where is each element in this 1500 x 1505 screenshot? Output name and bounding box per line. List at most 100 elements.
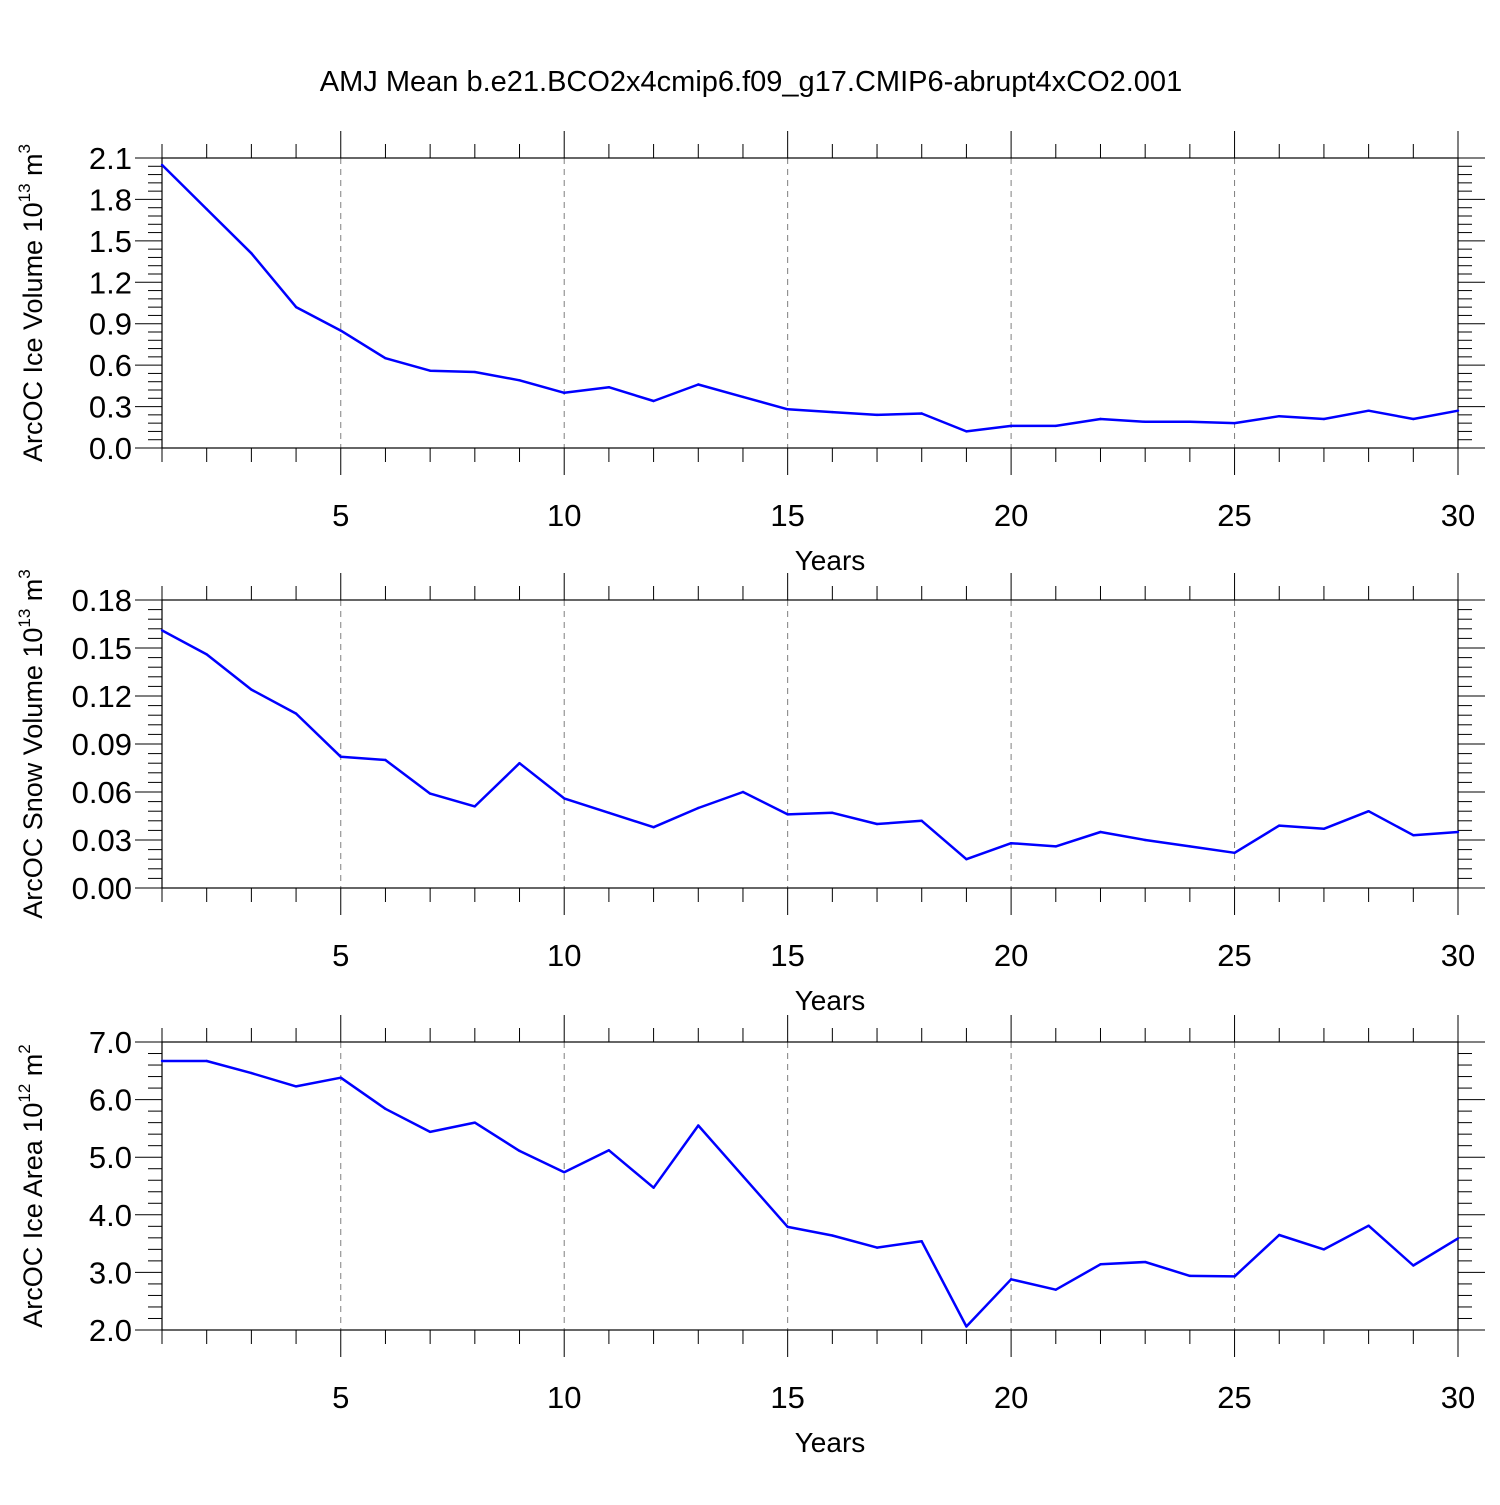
y-tick-label: 3.0: [89, 1255, 132, 1290]
data-point: [1099, 830, 1102, 834]
data-point: [250, 688, 253, 691]
data-point: [160, 163, 164, 167]
plot-frame: [161, 1041, 1459, 1331]
x-tick-label: 20: [994, 938, 1028, 973]
panel-2: 0.00 0.03 0.06 0.09 0.12 0.15 0.18 5 10 15 20 25 30 Y…: [15, 569, 1485, 1016]
data-point: [1278, 1233, 1281, 1237]
x-tick-label: 20: [994, 1380, 1028, 1415]
data-point: [1456, 1237, 1460, 1240]
y-tick-label: 7.0: [89, 1025, 132, 1060]
data-point: [1412, 834, 1415, 837]
data-point: [563, 1170, 566, 1174]
y-tick-label: 2.1: [89, 141, 132, 176]
x-tick-label: 25: [1217, 498, 1251, 533]
y-tick-label: 0.9: [89, 307, 132, 342]
data-point: [786, 1225, 789, 1229]
data-point: [1099, 1263, 1102, 1266]
data-point: [875, 822, 879, 826]
y-tick-label: 0.00: [72, 871, 132, 906]
plot-frame: [161, 157, 1459, 449]
plot-frame: [161, 599, 1459, 889]
y-tick-label: 0.6: [89, 348, 132, 383]
x-tick-label: 20: [994, 498, 1028, 533]
data-point: [697, 806, 700, 810]
y-tick-label: 0.18: [72, 583, 132, 618]
data-point: [1054, 424, 1057, 428]
x-axis-label: Years: [795, 985, 866, 1016]
data-point: [205, 1059, 208, 1063]
chart-title: AMJ Mean b.e21.BCO2x4cmip6.f09_g17.CMIP6…: [320, 66, 1182, 98]
data-point: [1322, 827, 1326, 830]
data-point: [1143, 838, 1147, 842]
data-point: [1367, 810, 1370, 813]
data-point: [697, 383, 700, 386]
x-tick-label: 30: [1441, 1380, 1475, 1415]
data-point: [428, 1130, 432, 1134]
data-point: [875, 1246, 879, 1249]
y-tick-label: 1.8: [89, 182, 132, 217]
data-point: [652, 826, 655, 829]
x-tick-label: 5: [332, 1380, 349, 1415]
data-point: [518, 379, 521, 382]
data-point: [384, 758, 387, 762]
data-point: [652, 1186, 655, 1189]
x-tick-label: 30: [1441, 938, 1475, 973]
data-point: [1233, 421, 1236, 425]
data-point: [1456, 409, 1460, 412]
data-point: [875, 413, 879, 417]
y-tick-label: 0.12: [72, 679, 132, 714]
data-point: [965, 858, 968, 861]
data-point: [1054, 1288, 1057, 1291]
x-tick-label: 15: [770, 1380, 804, 1415]
data-point: [160, 629, 164, 632]
series-line: [161, 164, 1459, 433]
x-tick-label: 10: [547, 498, 581, 533]
series-line: [162, 1059, 1459, 1328]
data-point: [473, 805, 477, 808]
data-point: [1322, 417, 1326, 421]
data-point: [563, 391, 566, 394]
data-point: [965, 1325, 968, 1328]
data-point: [741, 790, 745, 794]
data-point: [1009, 424, 1013, 428]
y-tick-label: 6.0: [89, 1083, 132, 1118]
y-tick-label: 4.0: [89, 1198, 132, 1233]
y-tick-label: 0.3: [89, 390, 132, 425]
y-tick-label: 5.0: [89, 1140, 132, 1175]
x-tick-label: 25: [1217, 938, 1251, 973]
data-point: [339, 1076, 342, 1079]
data-point: [384, 1107, 387, 1111]
data-point: [294, 1085, 298, 1088]
x-tick-label: 30: [1441, 498, 1475, 533]
data-point: [831, 410, 834, 414]
data-point: [920, 412, 923, 415]
x-tick-label: 10: [547, 938, 581, 973]
x-tick-label: 15: [770, 498, 804, 533]
x-tick-label: 15: [770, 938, 804, 973]
data-point: [1099, 417, 1102, 421]
y-tick-label: 1.5: [89, 224, 132, 259]
data-point: [384, 357, 387, 360]
data-point: [339, 329, 342, 332]
data-point: [741, 1175, 745, 1178]
x-tick-label: 25: [1217, 1380, 1251, 1415]
data-point: [205, 207, 208, 211]
data-point: [1143, 1260, 1147, 1264]
data-point: [339, 755, 342, 758]
data-point: [1054, 845, 1057, 848]
data-point: [831, 1234, 834, 1237]
data-point: [1278, 415, 1281, 418]
data-point: [473, 1121, 477, 1124]
data-point: [1412, 1264, 1415, 1267]
data-point: [563, 797, 566, 800]
data-point: [607, 386, 611, 389]
panel-3: 2.0 3.0 4.0 5.0 6.0 7.0 5 10 15 20 25 30 Years ArcOC …: [15, 1015, 1485, 1458]
data-point: [294, 305, 298, 309]
data-point: [1367, 409, 1370, 412]
x-tick-label: 5: [332, 498, 349, 533]
data-point: [518, 1149, 521, 1153]
y-tick-label: 2.0: [89, 1313, 132, 1348]
data-point: [786, 408, 789, 411]
